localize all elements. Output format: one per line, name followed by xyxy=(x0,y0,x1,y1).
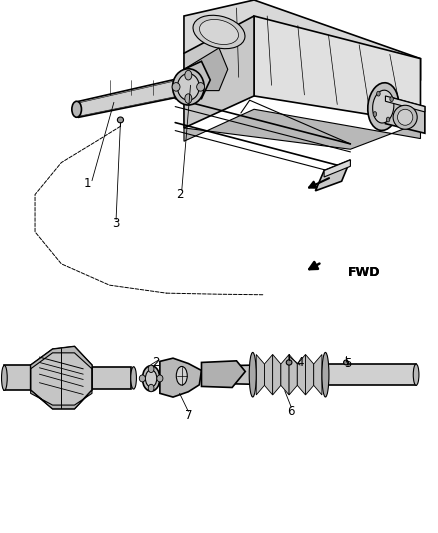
Ellipse shape xyxy=(390,96,393,101)
Ellipse shape xyxy=(200,20,238,44)
Polygon shape xyxy=(297,354,305,395)
Ellipse shape xyxy=(131,367,137,389)
Ellipse shape xyxy=(197,83,205,91)
Polygon shape xyxy=(206,365,254,384)
Ellipse shape xyxy=(377,91,380,96)
Polygon shape xyxy=(31,390,92,409)
Text: FWD: FWD xyxy=(348,266,381,279)
Ellipse shape xyxy=(386,117,390,122)
Text: 7: 7 xyxy=(184,409,192,422)
Polygon shape xyxy=(160,358,201,397)
Text: 2: 2 xyxy=(176,188,184,201)
Polygon shape xyxy=(4,365,31,390)
Text: 4: 4 xyxy=(296,356,304,369)
Polygon shape xyxy=(385,96,425,133)
Polygon shape xyxy=(184,48,228,91)
Ellipse shape xyxy=(203,366,208,384)
Text: FWD: FWD xyxy=(348,266,381,279)
Ellipse shape xyxy=(148,365,154,373)
Ellipse shape xyxy=(193,15,245,49)
Polygon shape xyxy=(289,354,297,395)
Polygon shape xyxy=(184,0,420,96)
Polygon shape xyxy=(272,354,281,395)
Text: 5: 5 xyxy=(345,357,352,370)
Ellipse shape xyxy=(393,106,417,130)
Ellipse shape xyxy=(176,367,187,385)
Ellipse shape xyxy=(398,109,413,125)
Ellipse shape xyxy=(148,384,154,392)
Polygon shape xyxy=(31,346,92,369)
Ellipse shape xyxy=(373,111,377,116)
Ellipse shape xyxy=(413,364,419,385)
Ellipse shape xyxy=(139,375,145,382)
Polygon shape xyxy=(324,160,350,177)
Ellipse shape xyxy=(368,83,399,131)
Polygon shape xyxy=(314,354,322,395)
Text: 3: 3 xyxy=(113,217,120,230)
Ellipse shape xyxy=(249,352,256,397)
Ellipse shape xyxy=(145,370,157,387)
Polygon shape xyxy=(265,354,272,395)
Polygon shape xyxy=(281,354,289,395)
Ellipse shape xyxy=(177,74,199,100)
Polygon shape xyxy=(324,364,416,385)
Ellipse shape xyxy=(185,70,192,80)
Text: 2: 2 xyxy=(152,356,159,369)
Polygon shape xyxy=(305,354,314,395)
Ellipse shape xyxy=(344,360,349,365)
Ellipse shape xyxy=(1,366,7,390)
Polygon shape xyxy=(184,16,254,128)
Ellipse shape xyxy=(142,366,160,391)
Polygon shape xyxy=(315,160,350,191)
Polygon shape xyxy=(184,61,210,99)
Polygon shape xyxy=(256,354,265,395)
Ellipse shape xyxy=(157,375,163,382)
Polygon shape xyxy=(31,346,92,409)
Ellipse shape xyxy=(322,352,329,397)
Ellipse shape xyxy=(373,90,394,123)
Ellipse shape xyxy=(172,83,180,91)
Polygon shape xyxy=(201,361,245,387)
Ellipse shape xyxy=(185,94,192,103)
Polygon shape xyxy=(184,109,420,149)
Text: 1: 1 xyxy=(84,177,92,190)
Ellipse shape xyxy=(117,117,124,123)
Polygon shape xyxy=(79,77,184,117)
Text: 6: 6 xyxy=(287,405,295,418)
Ellipse shape xyxy=(286,360,292,365)
Ellipse shape xyxy=(173,69,204,105)
Polygon shape xyxy=(92,367,131,389)
Ellipse shape xyxy=(72,101,81,117)
Polygon shape xyxy=(254,16,420,123)
Polygon shape xyxy=(385,96,425,112)
